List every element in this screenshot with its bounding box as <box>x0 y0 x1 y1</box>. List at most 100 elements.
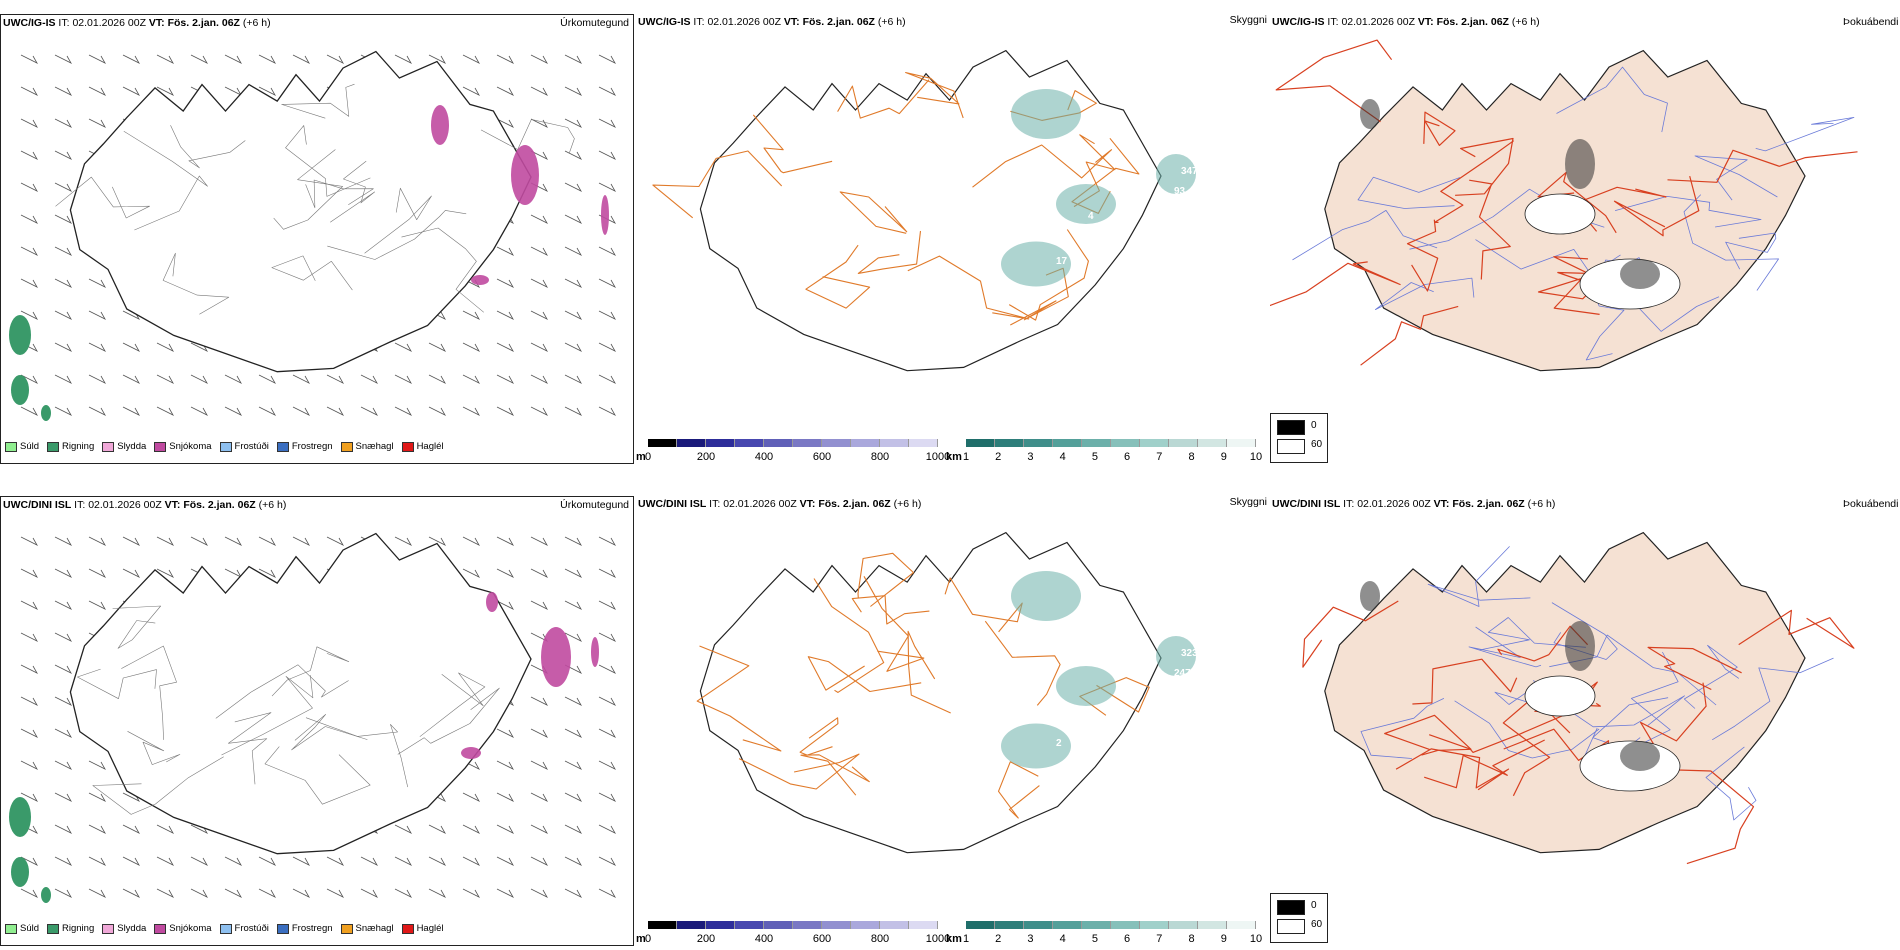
wind-barb <box>496 760 515 770</box>
road-line <box>1360 305 1459 366</box>
wind-barb <box>428 54 447 64</box>
wind-barb <box>564 86 583 96</box>
wind-barb <box>496 118 515 128</box>
wind-barb <box>88 536 107 546</box>
panel-title: Úrkomutegund <box>560 17 629 29</box>
wind-barb <box>598 568 617 578</box>
snow-area <box>486 592 498 612</box>
colorbar-tick: 7 <box>1156 451 1163 463</box>
legend-swatch <box>401 441 414 452</box>
road-line <box>1427 546 1531 607</box>
wind-barb <box>394 856 413 866</box>
wind-barb <box>564 246 583 256</box>
road-line <box>837 79 930 119</box>
wind-barb <box>54 54 73 64</box>
panel-header: UWC/DINI ISL IT: 02.01.2026 00Z VT: Fös.… <box>1272 498 1556 510</box>
height-colorbar: m 0 200 400 600 800 1000 <box>636 921 950 947</box>
wind-barb <box>564 664 583 674</box>
road-line <box>55 176 150 219</box>
rain-area <box>41 405 51 421</box>
fog-legend-label: 0 <box>1311 900 1317 911</box>
wind-barb <box>394 342 413 352</box>
colorbar-tick: 1000 <box>925 451 951 463</box>
wind-barb <box>598 632 617 642</box>
road-line <box>123 130 208 231</box>
wind-barb <box>54 728 73 738</box>
wind-barb <box>598 182 617 192</box>
precip-legend-item: Slydda <box>102 441 146 452</box>
road-line <box>799 717 839 756</box>
colorbar-segment <box>648 439 677 447</box>
fog-legend-label: 0 <box>1311 420 1317 431</box>
wind-barb <box>20 54 39 64</box>
legend-label: Frostúði <box>234 441 269 452</box>
colorbar-tick: 0 <box>644 451 652 463</box>
precip-legend-item: Slydda <box>102 923 146 934</box>
road-line <box>364 187 432 254</box>
road-line <box>972 144 1113 188</box>
wind-barb <box>462 888 481 898</box>
road-line <box>291 714 368 751</box>
wind-barb <box>530 278 549 288</box>
wind-barb <box>20 150 39 160</box>
snow-area <box>511 145 539 205</box>
fog-area <box>1620 259 1660 289</box>
wind-barb <box>156 568 175 578</box>
wind-barb <box>598 374 617 384</box>
fog-area <box>1565 139 1595 189</box>
wind-barb <box>292 54 311 64</box>
colorbar-tick: 400 <box>754 451 774 463</box>
visibility-map: 03 347 93 17 132 4 <box>652 49 1198 372</box>
legend-swatch <box>276 441 289 452</box>
wind-barb <box>88 760 107 770</box>
panel-title: Skyggni <box>1229 496 1267 508</box>
wind-barb <box>564 278 583 288</box>
wind-barb <box>258 374 277 384</box>
road-line <box>1683 644 1740 709</box>
legend-label: Slydda <box>117 923 147 934</box>
wind-barb <box>224 536 243 546</box>
wind-barb <box>598 824 617 834</box>
colorbar-tick: 200 <box>696 933 716 945</box>
wind-barb <box>496 86 515 96</box>
wind-barb <box>20 760 39 770</box>
colorbar-segment <box>677 439 706 447</box>
cloud-height-label: 323 <box>1181 648 1198 659</box>
wind-barb <box>564 182 583 192</box>
colorbar-segment <box>706 921 735 929</box>
road-line <box>1424 739 1545 789</box>
legend-label: Frostúði <box>234 923 269 934</box>
wind-barb <box>462 406 481 416</box>
wind-barb <box>122 374 141 384</box>
cloud-height-label: 247 <box>1174 668 1191 679</box>
colorbar-segment <box>1111 921 1140 929</box>
wind-barb <box>20 310 39 320</box>
colorbar-segment <box>1053 921 1082 929</box>
wind-barb <box>496 536 515 546</box>
colorbar-tick: 8 <box>1188 451 1195 463</box>
colorbar-segment <box>1169 921 1198 929</box>
wind-barb <box>122 86 141 96</box>
road-line <box>271 255 353 291</box>
wind-barb <box>20 856 39 866</box>
wind-barb <box>20 374 39 384</box>
wind-barb <box>394 374 413 384</box>
road-line <box>305 179 374 209</box>
legend-swatch <box>219 441 232 452</box>
wind-barb <box>598 856 617 866</box>
colorbar-segment <box>1053 439 1082 447</box>
road-line <box>1585 293 1625 361</box>
wind-barb <box>496 54 515 64</box>
legend-label: Súld <box>20 923 40 934</box>
colorbar-segment <box>909 921 938 929</box>
colorbar-segment <box>706 439 735 447</box>
road-line <box>92 756 224 815</box>
road-line <box>419 672 486 737</box>
wind-barb <box>88 824 107 834</box>
road-line <box>1667 149 1858 183</box>
wind-barb <box>20 86 39 96</box>
precip-legend-item: Frostúði <box>219 441 269 452</box>
wind-barb <box>564 568 583 578</box>
road-line <box>907 630 951 714</box>
road-line <box>162 252 230 315</box>
